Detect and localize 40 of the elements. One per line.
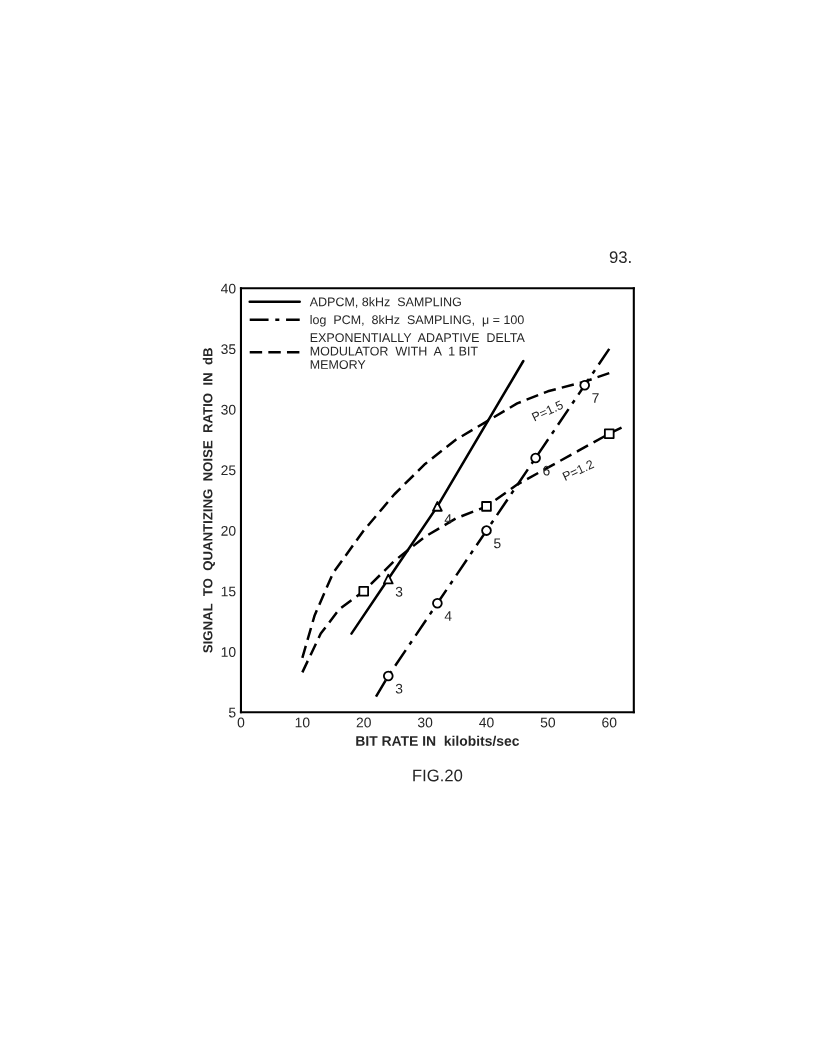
x-tick-label: 30 — [417, 717, 433, 728]
y-tick-label: 30 — [221, 404, 236, 415]
y-tick-label: 35 — [221, 344, 236, 355]
annotation: 3 — [395, 683, 403, 694]
point — [432, 501, 443, 512]
caption: FIG.20 — [413, 769, 463, 782]
point — [481, 525, 492, 536]
x-tick-label: 40 — [479, 717, 494, 728]
point — [579, 379, 591, 391]
point — [382, 573, 394, 585]
annotation: P=1.5 — [531, 400, 564, 422]
x-tick-label: 20 — [356, 717, 371, 728]
y-tick-label: 5 — [228, 707, 236, 718]
annotation: 7 — [592, 393, 599, 403]
text: 93. — [609, 251, 631, 264]
point — [603, 428, 615, 439]
y-tick-label: 40 — [220, 283, 236, 294]
y-tick-label: 15 — [221, 586, 236, 597]
x-tick-label: 60 — [602, 717, 617, 728]
point — [530, 452, 541, 464]
point — [481, 501, 492, 512]
y-axis-title: SIGNAL TO QUANTIZING NOISE RATIO IN dB — [202, 348, 215, 653]
point — [432, 597, 443, 609]
annotation: 5 — [493, 538, 501, 549]
annotation: P=1.2 — [562, 459, 595, 481]
y-tick-label: 20 — [221, 525, 236, 536]
x-axis-title: BIT RATE IN kilobits/sec — [356, 735, 520, 747]
y-tick-label: 10 — [221, 647, 236, 657]
legend-label: log PCM, 8kHz SAMPLING, μ = 100 — [310, 314, 524, 327]
annotation: 3 — [395, 586, 403, 597]
y-tick-label: 25 — [221, 465, 236, 476]
point — [358, 585, 370, 597]
legend-label: EXPONENTIALLY ADAPTIVE DELTA MODULATOR WITH A 1 BIT MEMORY — [310, 333, 525, 369]
annotation: 4 — [444, 514, 452, 524]
point — [382, 670, 394, 682]
x-tick-label: 50 — [540, 717, 556, 728]
x-tick-label: 0 — [237, 717, 245, 728]
annotation: 4 — [444, 611, 452, 621]
legend-label: ADPCM, 8kHz SAMPLING — [309, 297, 461, 308]
x-tick-label: 10 — [295, 717, 310, 728]
